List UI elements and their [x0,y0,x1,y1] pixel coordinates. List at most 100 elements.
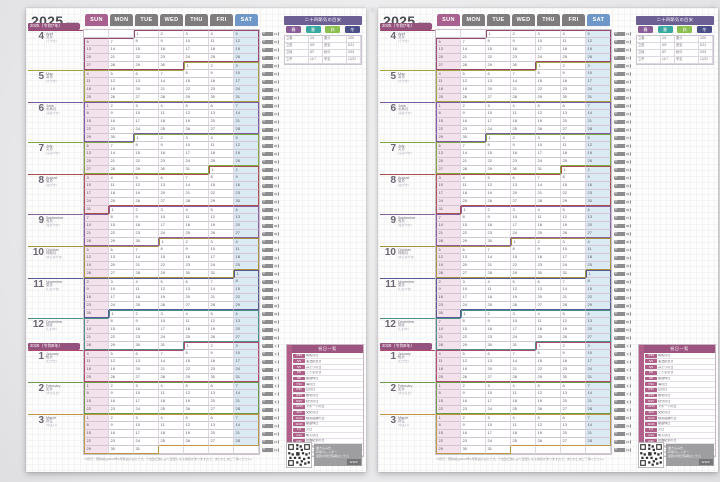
month-label-february: 2 February 如月 (きさらぎ) [28,382,83,395]
day-cell: 20 [109,262,134,270]
day-cell: 28 [436,238,461,246]
day-cell: 18 [486,294,511,302]
day-cell: 11 [84,358,109,366]
day-cell: 23 [486,230,511,238]
day-cell: 10 [159,318,184,326]
day-cell: 28 [109,166,134,174]
day-cell: 10 [134,390,159,398]
day-cell: 9 [586,174,611,182]
day-cell: 1 [436,382,461,390]
holiday-row: 9/23 秋分の日 [292,399,363,405]
week-number-column: W 14 W 15 W 16 W 17 W 18 W 19 W 20 W 21 W 22 W 23 W 24 W 25 W 26 W… [614,30,636,454]
day-cell: 7 [461,142,486,150]
day-cell: 29 [84,446,109,454]
week-number-column: W 14 W 15 W 16 W 17 W 18 W 19 W 20 W 21 W 22 W 23 W 24 W 25 W 26 W… [262,30,284,454]
day-cell: 28 [561,302,586,310]
legend-term-name: 立夏 [285,42,309,50]
qr-note-line: 年間カレンダー [316,449,338,454]
day-cell: 7 [109,38,134,46]
week-number-tab: W 28 [614,143,631,149]
month-label-column: 4 April 卯月 (うづき) 5 May 皐月 (さつき) 6 June 水無月 (みなづき) 7 J… [380,23,436,454]
day-cell: 3 [486,414,511,422]
day-cell: 24 [536,54,561,62]
holiday-row: 2/11 建国記念の日 [644,439,715,445]
day-cell: 14 [586,110,611,118]
day-cell: 11 [84,78,109,86]
day-cell: 25 [511,406,536,414]
day-cell: 4 [184,206,209,214]
day-cell: 6 [536,278,561,286]
day-cell: 5 [586,134,611,142]
day-cell: 30 [461,134,486,142]
day-cell: 18 [511,430,536,438]
day-cell: 30 [536,270,561,278]
weekday-header-mon: MON [110,14,133,26]
day-cell: 17 [184,46,209,54]
holiday-row: 11/3 文化の日 [292,410,363,416]
day-cell: 27 [536,302,561,310]
day-cell: 15 [436,398,461,406]
month-label-july: 7 July 文月 (ふみづき) [380,142,435,155]
day-cell: 9 [511,38,536,46]
day-cell: 8 [109,214,134,222]
legend-season-夏: 夏 [657,26,673,34]
day-cell: 30 [209,94,234,102]
legend-table: 立春 2/4 春分 3/20 立夏 5/5 夏至 6/21 立秋 8/7 秋分 9/23 立冬 11/7 冬… [284,34,362,65]
day-cell: 16 [436,294,461,302]
day-cell [209,446,234,454]
day-cell: 26 [586,158,611,166]
day-cell: 18 [536,222,561,230]
day-cell: 27 [84,166,109,174]
day-cell: 25 [184,230,209,238]
day-cell: 17 [159,222,184,230]
day-cell: 29 [461,342,486,350]
day-cell: 1 [536,62,561,70]
legend-term-date: 8/7 [661,49,675,57]
day-cell: 13 [436,46,461,54]
day-cell: 11 [159,390,184,398]
day-cell: 5 [159,278,184,286]
day-cell: 22 [159,262,184,270]
day-cell: 12 [234,142,259,150]
day-cell: 11 [234,246,259,254]
day-cell: 19 [184,430,209,438]
day-cell: 21 [84,334,109,342]
day-cell: 22 [436,126,461,134]
week-row-tab: W 12 [262,430,284,438]
day-cell: 27 [586,230,611,238]
day-cell: 16 [159,46,184,54]
day-cell: 24 [436,198,461,206]
day-cell: 23 [511,158,536,166]
day-cell: 15 [536,358,561,366]
week-number-tab: W 47 [614,295,631,301]
week-row-tab: W 29 [262,150,284,158]
day-cell: 28 [159,94,184,102]
week-number-tab: W 39 [262,231,279,237]
day-cell: 29 [561,198,586,206]
day-cell: 11 [184,214,209,222]
week-number-tab: W 29 [262,151,279,157]
week-number-tab: W 46 [262,287,279,293]
day-cell: 26 [209,230,234,238]
legend-season-冬: 冬 [696,26,712,34]
day-cell: 9 [209,70,234,78]
day-cell: 22 [184,86,209,94]
day-cell: 9 [461,422,486,430]
day-cell: 3 [159,206,184,214]
holiday-panel-title: 祝日一覧 [292,345,363,354]
day-cell: 8 [84,390,109,398]
week-number-tab: W 25 [262,119,279,125]
day-cell: 27 [436,166,461,174]
era-band-2026: 2026（令和8年） [28,343,80,350]
legend-term-name: 秋分 [323,49,347,57]
legend-season-冬: 冬 [344,26,360,34]
day-cell: 27 [234,334,259,342]
holiday-list: 4/29 昭和の日 5/3 憲法記念日 5/4 みどりの日 5/5 こどもの日 5/6 振替休日 7… [644,353,715,456]
legend-term-name: 春分 [675,35,699,43]
day-cell: 24 [134,406,159,414]
day-cell: 24 [159,334,184,342]
day-cell: 10 [486,110,511,118]
day-cell: 24 [486,126,511,134]
